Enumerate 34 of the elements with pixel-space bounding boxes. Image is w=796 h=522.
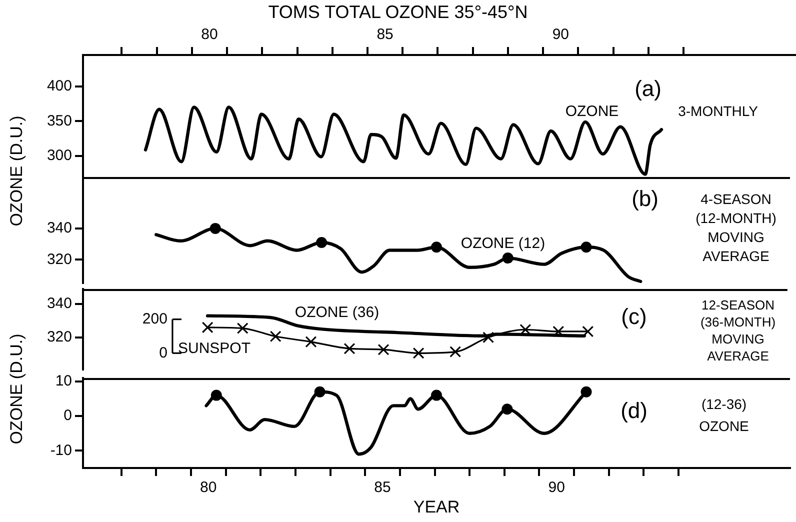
x-tick-label: 85: [374, 479, 391, 496]
y-tick-label: 300: [46, 147, 72, 164]
x-axis-title: YEAR: [413, 497, 460, 516]
series-label: OZONE (12): [460, 235, 546, 252]
y-tick-label: 10: [55, 372, 72, 390]
x-tick-label: 80: [201, 26, 218, 44]
annotation: 4-SEASON (12-MONTH) MOVING AVERAGE: [696, 190, 776, 264]
x-tick-label: 85: [376, 26, 394, 44]
series-label: OZONE: [565, 103, 619, 120]
annotation: (c): [621, 304, 647, 330]
y-tick-label: 350: [46, 112, 72, 130]
chart-title: TOMS TOTAL OZONE 35°-45°N: [267, 2, 529, 23]
annotation: (12-36) OZONE: [699, 396, 749, 434]
annotation: 12-SEASON (36-MONTH) MOVING AVERAGE: [700, 298, 776, 364]
y2-tick-label: 0: [159, 344, 168, 362]
y-axis-title: OZONE (D.U.): [7, 332, 27, 446]
y-axis-title: OZONE (D.U.): [7, 114, 27, 228]
y-tick-label: 340: [46, 220, 72, 237]
annotation: (b): [632, 186, 658, 212]
annotation: SUNSPOT: [178, 340, 251, 358]
annotation: 3-MONTHLY: [678, 102, 759, 119]
x-tick-label: 90: [548, 479, 565, 496]
series-label: OZONE (36): [294, 304, 380, 322]
y-tick-label: -10: [50, 442, 72, 459]
y-tick-label: 320: [46, 328, 72, 346]
annotation: (a): [634, 76, 662, 102]
y-tick-label: 340: [46, 295, 72, 312]
annotation: (d): [620, 398, 648, 424]
y-tick-label: 320: [46, 250, 72, 268]
y-tick-label: 400: [46, 78, 72, 95]
x-tick-label: 90: [552, 26, 570, 44]
y2-tick-label: 200: [142, 310, 168, 328]
y-tick-label: 0: [64, 407, 72, 424]
x-tick-label: 80: [200, 479, 217, 496]
